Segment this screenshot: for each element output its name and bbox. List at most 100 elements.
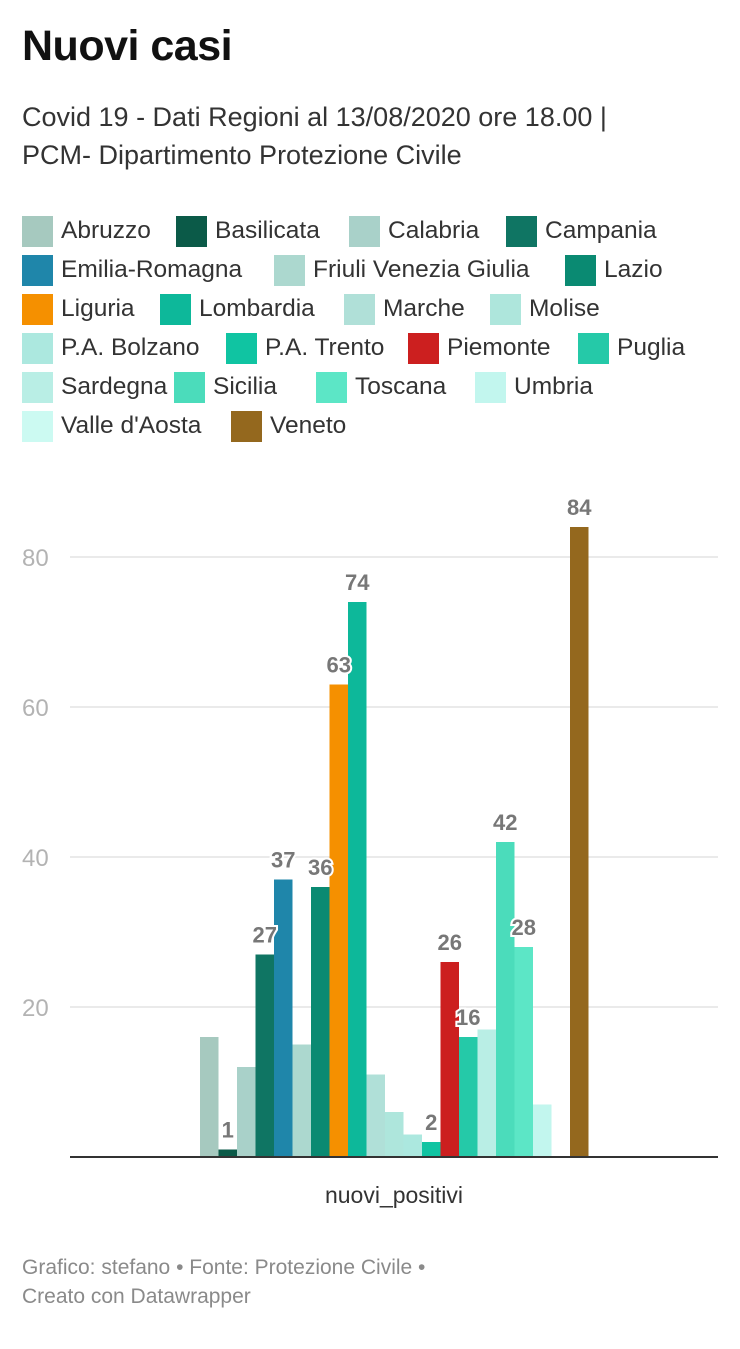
legend-label: Lazio (604, 256, 663, 283)
subtitle-line-2: PCM- Dipartimento Protezione Civile (22, 140, 462, 170)
legend-label: Umbria (514, 373, 593, 400)
bar (570, 527, 589, 1157)
y-tick-label: 40 (22, 845, 49, 872)
legend-label: Campania (545, 217, 657, 244)
legend-label: Basilicata (215, 217, 320, 244)
data-label: 26 (438, 930, 462, 955)
data-label: 16 (456, 1005, 480, 1030)
data-label: 1 (222, 1118, 234, 1143)
bar (514, 947, 533, 1157)
legend-swatch (176, 215, 207, 247)
legend-label: Piemonte (447, 334, 551, 361)
legend-item: Toscana (316, 370, 446, 404)
legend-item: Piemonte (408, 331, 551, 365)
legend-label: Marche (383, 295, 465, 322)
legend-swatch (490, 293, 521, 325)
legend-swatch (349, 215, 380, 247)
legend-swatch (22, 293, 53, 325)
legend-swatch (22, 371, 53, 403)
bar (440, 962, 459, 1157)
chart-subtitle: Covid 19 - Dati Regioni al 13/08/2020 or… (22, 98, 712, 174)
legend-item: Abruzzo (22, 214, 151, 248)
legend-label: Abruzzo (61, 217, 151, 244)
bar (218, 1149, 237, 1157)
legend-swatch (22, 332, 53, 364)
legend-label: Lombardia (199, 295, 315, 322)
chart-footer: Grafico: stefano • Fonte: Protezione Civ… (22, 1253, 425, 1311)
y-tick-label: 60 (22, 695, 49, 722)
legend-label: Veneto (270, 412, 347, 439)
legend-item: Sardegna (22, 370, 167, 404)
legend-item: P.A. Trento (226, 331, 384, 365)
legend-swatch (578, 332, 609, 364)
legend-label: Sicilia (213, 373, 277, 400)
legend-swatch (174, 371, 205, 403)
bar (459, 1037, 478, 1157)
legend-label: P.A. Bolzano (61, 334, 200, 361)
legend-swatch (274, 254, 305, 286)
chart-title: Nuovi casi (22, 22, 233, 70)
bar (348, 602, 367, 1157)
bar (255, 954, 274, 1157)
legend-label: Friuli Venezia Giulia (313, 256, 530, 283)
data-label: 2 (425, 1110, 437, 1135)
legend-label: Liguria (61, 295, 135, 322)
legend-swatch (565, 254, 596, 286)
data-label: 27 (253, 923, 277, 948)
data-label: 63 (327, 653, 351, 678)
bar (237, 1067, 256, 1157)
legend-swatch (226, 332, 257, 364)
legend-item: P.A. Bolzano (22, 331, 199, 365)
bar-chart: 20 40 60 80 1 27 37 36 63 74 2 26 16 42 28 84 nuovi_posi… (22, 493, 718, 1208)
legend-item: Marche (344, 292, 465, 326)
footer-tool: Creato con Datawrapper (22, 1285, 251, 1308)
legend-swatch (506, 215, 537, 247)
legend-swatch (22, 410, 53, 442)
data-label: 28 (512, 915, 536, 940)
bar (385, 1112, 404, 1157)
legend-item: Emilia-Romagna (22, 253, 242, 287)
legend-label: Calabria (388, 217, 480, 244)
data-label: 36 (308, 855, 332, 880)
legend-item: Campania (506, 214, 657, 248)
bar (311, 887, 330, 1157)
legend-label: Toscana (355, 373, 447, 400)
legend-label: Emilia-Romagna (61, 256, 243, 283)
legend-label: Molise (529, 295, 600, 322)
footer-credit: Grafico: stefano • Fonte: Protezione Civ… (22, 1256, 426, 1279)
legend-item: Basilicata (176, 214, 320, 248)
legend-label: Valle d'Aosta (61, 412, 202, 439)
legend-swatch (408, 332, 439, 364)
legend-item: Molise (490, 292, 600, 326)
legend-swatch (22, 215, 53, 247)
bar (274, 879, 293, 1157)
bar (292, 1044, 311, 1157)
bar (422, 1142, 441, 1157)
legend-swatch (475, 371, 506, 403)
legend-label: Puglia (617, 334, 686, 361)
legend-swatch (22, 254, 53, 286)
legend-item: Sicilia (174, 370, 277, 404)
data-label: 74 (345, 570, 370, 595)
data-label: 84 (567, 495, 592, 520)
legend-item: Lazio (565, 253, 663, 287)
legend-item: Veneto (231, 409, 346, 443)
data-label: 42 (493, 810, 517, 835)
bar (403, 1134, 422, 1157)
legend-item: Puglia (578, 331, 685, 365)
bar (366, 1074, 385, 1157)
legend-label: Sardegna (61, 373, 168, 400)
legend-item: Liguria (22, 292, 135, 326)
bar (496, 842, 515, 1157)
subtitle-line-1: Covid 19 - Dati Regioni al 13/08/2020 or… (22, 102, 607, 132)
bar (200, 1037, 219, 1157)
legend-item: Calabria (349, 214, 479, 248)
y-tick-label: 20 (22, 995, 49, 1022)
legend-item: Lombardia (160, 292, 315, 326)
legend-item: Umbria (475, 370, 593, 404)
legend-swatch (231, 410, 262, 442)
bar (533, 1104, 552, 1157)
legend-label: P.A. Trento (265, 334, 385, 361)
legend-swatch (344, 293, 375, 325)
x-tick-label: nuovi_positivi (325, 1182, 463, 1208)
